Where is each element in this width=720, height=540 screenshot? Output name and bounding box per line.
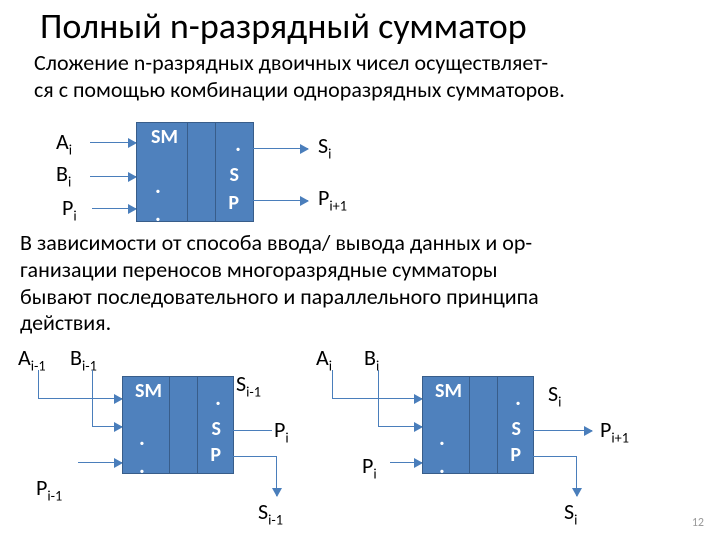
wire bbox=[332, 398, 422, 399]
wire bbox=[252, 148, 308, 149]
wire bbox=[390, 462, 422, 463]
label-Pi-mid: Pi bbox=[274, 416, 289, 446]
wire bbox=[38, 370, 39, 398]
wire bbox=[532, 456, 576, 457]
wire bbox=[576, 456, 577, 496]
wire bbox=[92, 208, 136, 209]
label-Ai-2: Ai bbox=[316, 344, 332, 374]
label-Pi1-2: Pi+1 bbox=[600, 416, 629, 446]
wire bbox=[92, 426, 122, 427]
label-Bi-2: Bi bbox=[364, 344, 379, 374]
label-Si-2: Si bbox=[548, 380, 561, 410]
paragraph-1: Сложение n-разрядных двоичных чисел осущ… bbox=[34, 50, 694, 104]
wire bbox=[252, 200, 308, 201]
wire bbox=[232, 456, 276, 457]
wire bbox=[232, 430, 272, 431]
label-Si-bot: Si bbox=[564, 498, 577, 528]
label-Ai: Ai bbox=[56, 128, 72, 158]
label-Pim1: Pi-1 bbox=[36, 474, 62, 504]
wire bbox=[78, 462, 122, 463]
wire bbox=[378, 426, 422, 427]
page-number: 12 bbox=[692, 516, 704, 530]
wire bbox=[90, 176, 136, 177]
label-Aim1: Ai-1 bbox=[18, 344, 46, 374]
label-Pi-2: Pi bbox=[362, 452, 377, 482]
label-Sim1-top: Si-1 bbox=[236, 370, 261, 400]
label-Bi: Bi bbox=[56, 160, 71, 190]
wire bbox=[276, 456, 277, 496]
paragraph-2: В зависимости от способа ввода/ вывода д… bbox=[20, 230, 710, 337]
label-Pi: Pi bbox=[62, 194, 77, 224]
wire bbox=[38, 398, 122, 399]
sm-block-top: SM . . . S P bbox=[136, 122, 254, 222]
sm-block-im1: SM . . . S P bbox=[122, 376, 234, 474]
wire bbox=[332, 370, 333, 398]
label-Sim1-bot: Si-1 bbox=[258, 498, 283, 528]
wire bbox=[90, 142, 136, 143]
page-title: Полный n-разрядный сумматор bbox=[40, 4, 527, 48]
wire bbox=[532, 430, 592, 431]
sm-block-i: SM . . . S P bbox=[422, 376, 534, 474]
label-Pi1: Pi+1 bbox=[318, 184, 347, 214]
label-Si: Si bbox=[318, 132, 331, 162]
